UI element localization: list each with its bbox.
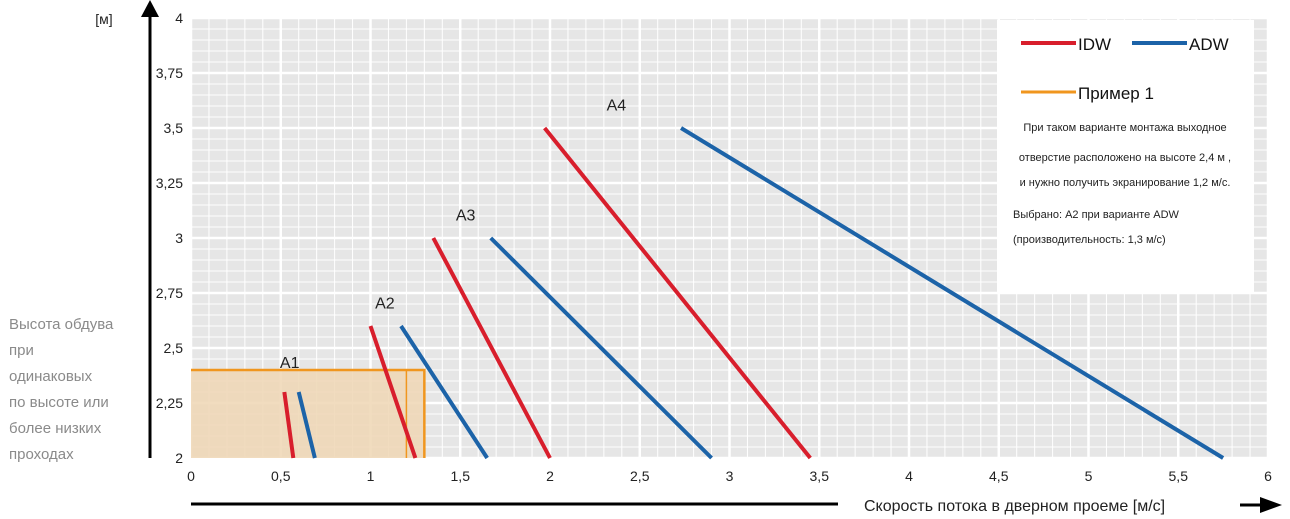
x-tick-label: 5 — [1085, 468, 1093, 484]
x-axis-arrow — [1260, 497, 1282, 513]
side-label-line: Высота обдува — [9, 316, 114, 333]
y-tick-label: 2,25 — [156, 395, 183, 411]
x-tick-label: 6 — [1264, 468, 1272, 484]
side-label-line: при — [9, 342, 34, 359]
x-tick-label: 4,5 — [989, 468, 1009, 484]
curve-label: A1 — [280, 355, 300, 372]
legend-note-line: (производительность: 1,3 м/с) — [1013, 234, 1166, 246]
x-tick-label: 2,5 — [630, 468, 650, 484]
y-tick-label: 4 — [175, 10, 183, 26]
y-axis-arrow — [141, 0, 159, 17]
x-tick-label: 4 — [905, 468, 913, 484]
side-label-line: более низких — [9, 420, 102, 437]
series-line-a2-idw — [368, 325, 418, 459]
series-line-a1-idw — [282, 391, 296, 459]
y-axis-label: [м] — [95, 11, 112, 27]
legend-note-line: Выбрано: А2 при варианте ADW — [1013, 209, 1180, 221]
legend-box — [997, 20, 1254, 293]
legend-note-line: и нужно получить экранирование 1,2 м/с. — [1020, 177, 1231, 189]
x-tick-label: 3 — [726, 468, 734, 484]
y-tick-label: 3 — [175, 230, 183, 246]
legend-label-adw: ADW — [1189, 35, 1229, 54]
legend-note-line: отверстие расположено на высоте 2,4 м , — [1019, 152, 1231, 164]
curve-label: A2 — [375, 295, 395, 312]
y-tick-label: 3,25 — [156, 175, 183, 191]
series-line-a1-adw — [296, 391, 317, 459]
legend-note-line: При таком варианте монтажа выходное — [1023, 122, 1226, 134]
side-label-line: проходах — [9, 446, 74, 463]
side-label-line: по высоте или — [9, 394, 109, 411]
x-tick-label: 3,5 — [810, 468, 830, 484]
x-axis-label: Скорость потока в дверном проеме [м/с] — [864, 498, 1165, 515]
y-side-label: Высота обдува при одинаковых по высоте и… — [9, 312, 139, 468]
y-tick-label: 3,75 — [156, 65, 183, 81]
x-tick-label: 5,5 — [1169, 468, 1189, 484]
curve-label: A3 — [456, 207, 476, 224]
legend-label-idw: IDW — [1078, 35, 1111, 54]
series-line-a3-adw — [489, 236, 713, 460]
y-tick-label: 2 — [175, 450, 183, 466]
x-tick-label: 1 — [367, 468, 375, 484]
legend-label-example: Пример 1 — [1078, 84, 1154, 103]
side-label-line: одинаковых — [9, 368, 93, 385]
series-line-a3-idw — [431, 237, 552, 459]
series-line-a4-adw — [679, 126, 1225, 460]
series-line-a4-idw — [543, 126, 812, 460]
x-tick-label: 2 — [546, 468, 554, 484]
series-line-a2-adw — [399, 324, 489, 460]
y-tick-label: 3,5 — [164, 120, 184, 136]
curve-label: A4 — [607, 97, 627, 114]
x-tick-label: 0,5 — [271, 468, 291, 484]
example-region — [191, 370, 425, 458]
x-tick-label: 0 — [187, 468, 195, 484]
example-outline — [191, 368, 426, 458]
x-tick-label: 1,5 — [451, 468, 471, 484]
y-tick-label: 2,5 — [164, 340, 184, 356]
y-tick-label: 2,75 — [156, 285, 183, 301]
